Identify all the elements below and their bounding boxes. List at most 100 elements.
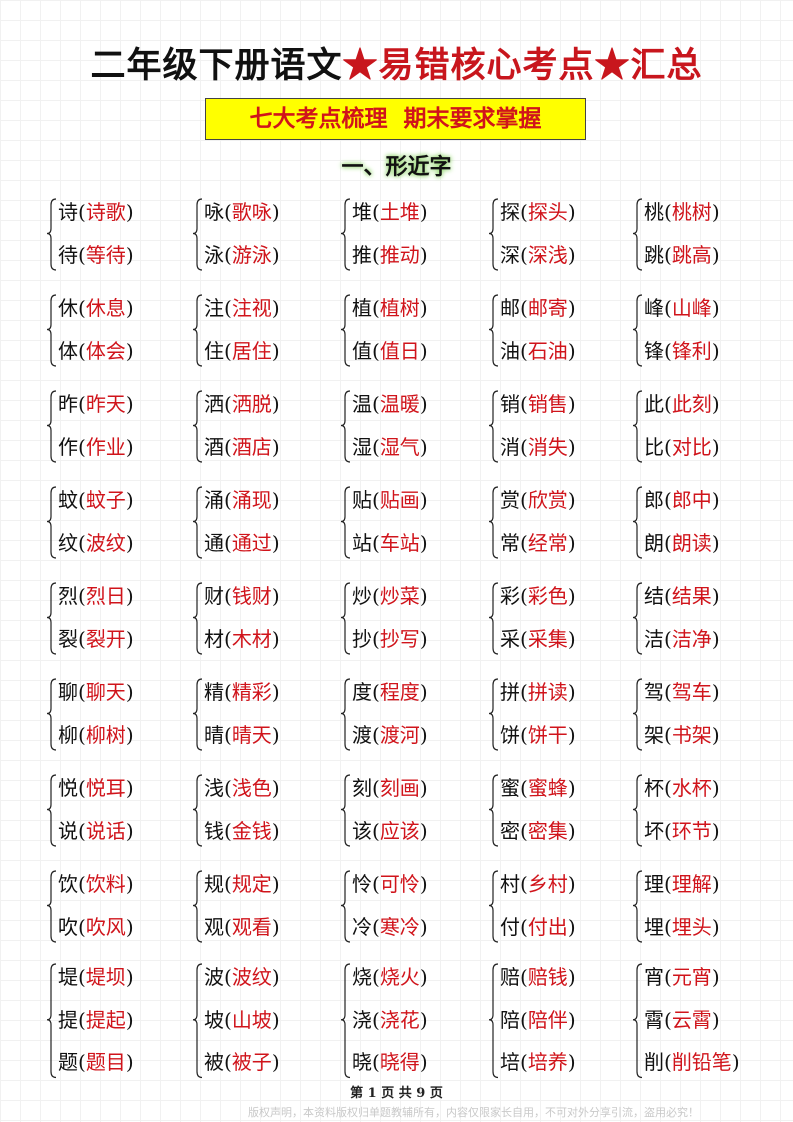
char-entry: 该(应该) bbox=[352, 818, 428, 843]
character: 悦 bbox=[58, 776, 78, 800]
character: 植 bbox=[352, 296, 372, 320]
example-word: 通过 bbox=[231, 530, 272, 555]
example-word: 乡村 bbox=[527, 872, 568, 896]
char-entry: 植(植树) bbox=[352, 296, 428, 320]
char-entry: 波(波纹) bbox=[204, 965, 280, 989]
brace-icon bbox=[192, 963, 203, 1079]
example-word: 石油 bbox=[527, 338, 568, 363]
char-entry: 堤(堤坝) bbox=[58, 965, 134, 989]
brace-icon bbox=[340, 390, 351, 463]
example-word: 涌现 bbox=[231, 488, 272, 512]
character: 赔 bbox=[500, 965, 520, 989]
char-entry: 纹(波纹) bbox=[58, 530, 134, 555]
character: 郎 bbox=[644, 488, 664, 512]
character: 钱 bbox=[204, 818, 224, 843]
character: 宵 bbox=[644, 965, 664, 989]
char-entry: 昨(昨天) bbox=[58, 392, 134, 416]
character: 精 bbox=[204, 680, 224, 704]
character: 晓 bbox=[352, 1050, 372, 1074]
character: 波 bbox=[204, 965, 224, 989]
char-entry: 朗(朗读) bbox=[644, 530, 720, 555]
example-word: 元宵 bbox=[671, 965, 712, 989]
example-word: 波纹 bbox=[231, 965, 272, 989]
example-word: 精彩 bbox=[231, 680, 272, 704]
example-word: 题目 bbox=[85, 1050, 126, 1074]
char-entry: 刻(刻画) bbox=[352, 776, 428, 800]
character: 怜 bbox=[352, 872, 372, 896]
char-entry: 架(书架) bbox=[644, 722, 720, 747]
char-entry: 咏(歌咏) bbox=[204, 200, 280, 224]
char-entry: 此(此刻) bbox=[644, 392, 720, 416]
example-word: 被子 bbox=[231, 1050, 272, 1074]
char-entry: 体(体会) bbox=[58, 338, 134, 363]
example-word: 探头 bbox=[527, 200, 568, 224]
example-word: 彩色 bbox=[527, 584, 568, 608]
title-part3: 汇总 bbox=[630, 45, 703, 86]
brace-icon bbox=[340, 774, 351, 847]
character: 坡 bbox=[204, 1007, 224, 1032]
char-entry: 涌(涌现) bbox=[204, 488, 280, 512]
char-entry: 饮(饮料) bbox=[58, 872, 134, 896]
brace-icon bbox=[46, 963, 57, 1079]
brace-icon bbox=[340, 582, 351, 655]
character: 村 bbox=[500, 872, 520, 896]
page-number: 第 1 页 共 9 页 bbox=[350, 1086, 443, 1101]
char-entry: 赔(赔钱) bbox=[500, 965, 576, 989]
char-entry: 观(观看) bbox=[204, 914, 280, 939]
example-word: 山峰 bbox=[671, 296, 712, 320]
character: 常 bbox=[500, 530, 520, 555]
example-word: 程度 bbox=[379, 680, 420, 704]
brace-icon bbox=[340, 486, 351, 559]
example-word: 陪伴 bbox=[527, 1007, 568, 1032]
brace-icon bbox=[488, 390, 499, 463]
example-word: 作业 bbox=[85, 434, 126, 459]
char-entry: 采(采集) bbox=[500, 626, 576, 651]
example-word: 邮寄 bbox=[527, 296, 568, 320]
example-word: 跳高 bbox=[671, 242, 712, 267]
char-entry: 材(木材) bbox=[204, 626, 280, 651]
character: 销 bbox=[500, 392, 520, 416]
example-word: 书架 bbox=[671, 722, 712, 747]
brace-icon bbox=[340, 678, 351, 751]
char-entry: 站(车站) bbox=[352, 530, 428, 555]
character: 烧 bbox=[352, 965, 372, 989]
character: 埋 bbox=[644, 914, 664, 939]
character: 陪 bbox=[500, 1007, 520, 1032]
example-word: 应该 bbox=[379, 818, 420, 843]
character: 待 bbox=[58, 242, 78, 267]
char-entry: 休(休息) bbox=[58, 296, 134, 320]
example-word: 密集 bbox=[527, 818, 568, 843]
character: 贴 bbox=[352, 488, 372, 512]
star-icon: ★ bbox=[342, 45, 379, 86]
char-entry: 提(提起) bbox=[58, 1007, 134, 1032]
char-entry: 拼(拼读) bbox=[500, 680, 576, 704]
char-entry: 晓(晓得) bbox=[352, 1050, 428, 1074]
character: 抄 bbox=[352, 626, 372, 651]
example-word: 金钱 bbox=[231, 818, 272, 843]
example-word: 诗歌 bbox=[85, 200, 126, 224]
char-entry: 陪(陪伴) bbox=[500, 1007, 576, 1032]
character: 站 bbox=[352, 530, 372, 555]
character: 采 bbox=[500, 626, 520, 651]
character: 架 bbox=[644, 722, 664, 747]
brace-icon bbox=[340, 870, 351, 943]
example-word: 付出 bbox=[527, 914, 568, 939]
character: 财 bbox=[204, 584, 224, 608]
character: 桃 bbox=[644, 200, 664, 224]
char-entry: 比(对比) bbox=[644, 434, 720, 459]
example-word: 波纹 bbox=[85, 530, 126, 555]
brace-icon bbox=[192, 870, 203, 943]
character: 渡 bbox=[352, 722, 372, 747]
brace-icon bbox=[192, 294, 203, 367]
section-heading: 一、形近字 bbox=[341, 154, 452, 180]
title-part2: 易错核心考点 bbox=[378, 45, 595, 86]
example-word: 云霄 bbox=[671, 1007, 712, 1032]
char-entry: 浅(浅色) bbox=[204, 776, 280, 800]
char-entry: 诗(诗歌) bbox=[58, 200, 134, 224]
example-word: 歌咏 bbox=[231, 200, 272, 224]
example-word: 贴画 bbox=[379, 488, 420, 512]
brace-icon bbox=[632, 294, 643, 367]
brace-icon bbox=[632, 582, 643, 655]
character: 彩 bbox=[500, 584, 520, 608]
character: 理 bbox=[644, 872, 664, 896]
